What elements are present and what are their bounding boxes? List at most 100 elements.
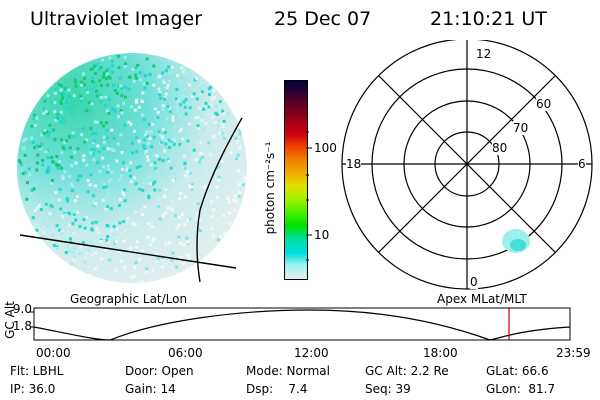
uv-speckle: [74, 218, 78, 222]
uv-speckle: [93, 148, 97, 152]
uv-speckle: [174, 214, 177, 218]
uv-speckle: [73, 78, 77, 82]
uv-speckle: [145, 57, 149, 61]
uv-speckle: [78, 252, 82, 255]
timeline-xtick-2359: 23:59: [556, 346, 591, 360]
uv-speckle: [126, 165, 129, 169]
uv-speckle: [201, 155, 205, 159]
uv-speckle: [147, 196, 151, 200]
uv-speckle: [153, 107, 157, 111]
uv-speckle: [105, 72, 109, 76]
uv-speckle: [151, 268, 155, 272]
uv-speckle: [68, 175, 72, 178]
uv-speckle: [72, 94, 76, 98]
uv-speckle: [178, 142, 182, 146]
uv-speckle: [135, 240, 139, 244]
uv-speckle: [175, 226, 179, 230]
uv-speckle: [48, 212, 52, 216]
uv-speckle: [119, 133, 123, 137]
uv-speckle: [212, 234, 216, 238]
uv-speckle: [72, 212, 76, 216]
uv-speckle: [86, 190, 90, 194]
uv-speckle: [92, 139, 96, 143]
uv-speckle: [166, 105, 170, 109]
uv-speckle: [217, 175, 221, 179]
uv-speckle: [25, 197, 29, 201]
uv-speckle: [185, 74, 189, 78]
uv-speckle: [70, 155, 74, 159]
uv-speckle: [184, 200, 188, 204]
uv-speckle: [59, 207, 63, 211]
info-filter: Flt: LBHL: [10, 364, 64, 378]
uv-speckle: [65, 214, 69, 218]
uv-speckle: [237, 169, 241, 173]
uv-speckle: [191, 143, 195, 147]
uv-speckle: [83, 140, 87, 144]
uv-speckle: [206, 151, 210, 155]
uv-speckle: [134, 66, 138, 70]
uv-speckle: [191, 98, 195, 102]
uv-speckle: [161, 135, 165, 139]
uv-speckle: [76, 147, 80, 151]
uv-speckle: [27, 167, 31, 171]
uv-speckle: [132, 79, 136, 83]
uv-speckle: [166, 83, 170, 87]
uv-speckle: [228, 222, 232, 226]
uv-speckle: [136, 273, 140, 277]
uv-speckle: [242, 195, 246, 199]
uv-speckle: [117, 115, 120, 119]
uv-speckle: [218, 131, 222, 135]
uv-speckle: [139, 280, 143, 283]
uv-speckle: [46, 130, 49, 134]
uv-speckle: [213, 144, 217, 148]
uv-speckle: [183, 166, 187, 170]
uv-speckle: [85, 138, 89, 142]
colorbar-unit-label: photon cm⁻²s⁻¹: [263, 141, 277, 235]
uv-speckle: [215, 196, 219, 200]
uv-speckle: [156, 110, 160, 114]
uv-speckle: [74, 199, 77, 203]
uv-speckle: [111, 107, 115, 111]
uv-speckle: [150, 145, 153, 149]
uv-speckle: [171, 200, 175, 204]
uv-speckle: [25, 207, 29, 210]
uv-speckle: [161, 71, 165, 75]
uv-speckle: [170, 137, 174, 141]
uv-speckle: [133, 176, 137, 180]
uv-speckle: [131, 151, 134, 155]
uv-speckle: [221, 124, 225, 128]
uv-speckle: [118, 76, 122, 80]
uv-speckle: [220, 131, 224, 135]
uv-speckle: [141, 91, 145, 95]
uv-speckle: [57, 83, 61, 86]
uv-speckle: [66, 199, 70, 203]
uv-speckle: [233, 208, 237, 212]
uv-speckle: [184, 195, 188, 199]
uv-speckle: [54, 87, 58, 91]
uv-speckle: [158, 157, 161, 161]
uv-speckle: [211, 115, 215, 119]
uv-speckle: [238, 146, 242, 150]
uv-speckle: [235, 157, 238, 161]
uv-speckle: [82, 158, 86, 162]
uv-speckle: [111, 59, 114, 63]
uv-speckle: [92, 101, 96, 105]
uv-speckle: [157, 205, 161, 209]
uv-speckle: [97, 230, 101, 234]
uv-speckle: [178, 268, 182, 272]
uv-speckle: [214, 111, 218, 115]
uv-speckle: [61, 94, 65, 98]
uv-speckle: [204, 184, 208, 188]
uv-speckle: [93, 120, 97, 124]
uv-speckle: [227, 164, 231, 168]
uv-speckle: [102, 182, 106, 186]
uv-speckle: [98, 79, 102, 83]
uv-speckle: [108, 258, 112, 262]
uv-speckle: [156, 116, 160, 120]
uv-speckle: [67, 95, 71, 99]
uv-speckle: [55, 224, 59, 228]
uv-speckle: [190, 184, 194, 188]
uv-speckle: [216, 238, 220, 242]
uv-speckle: [89, 67, 93, 71]
uv-speckle: [164, 211, 168, 215]
